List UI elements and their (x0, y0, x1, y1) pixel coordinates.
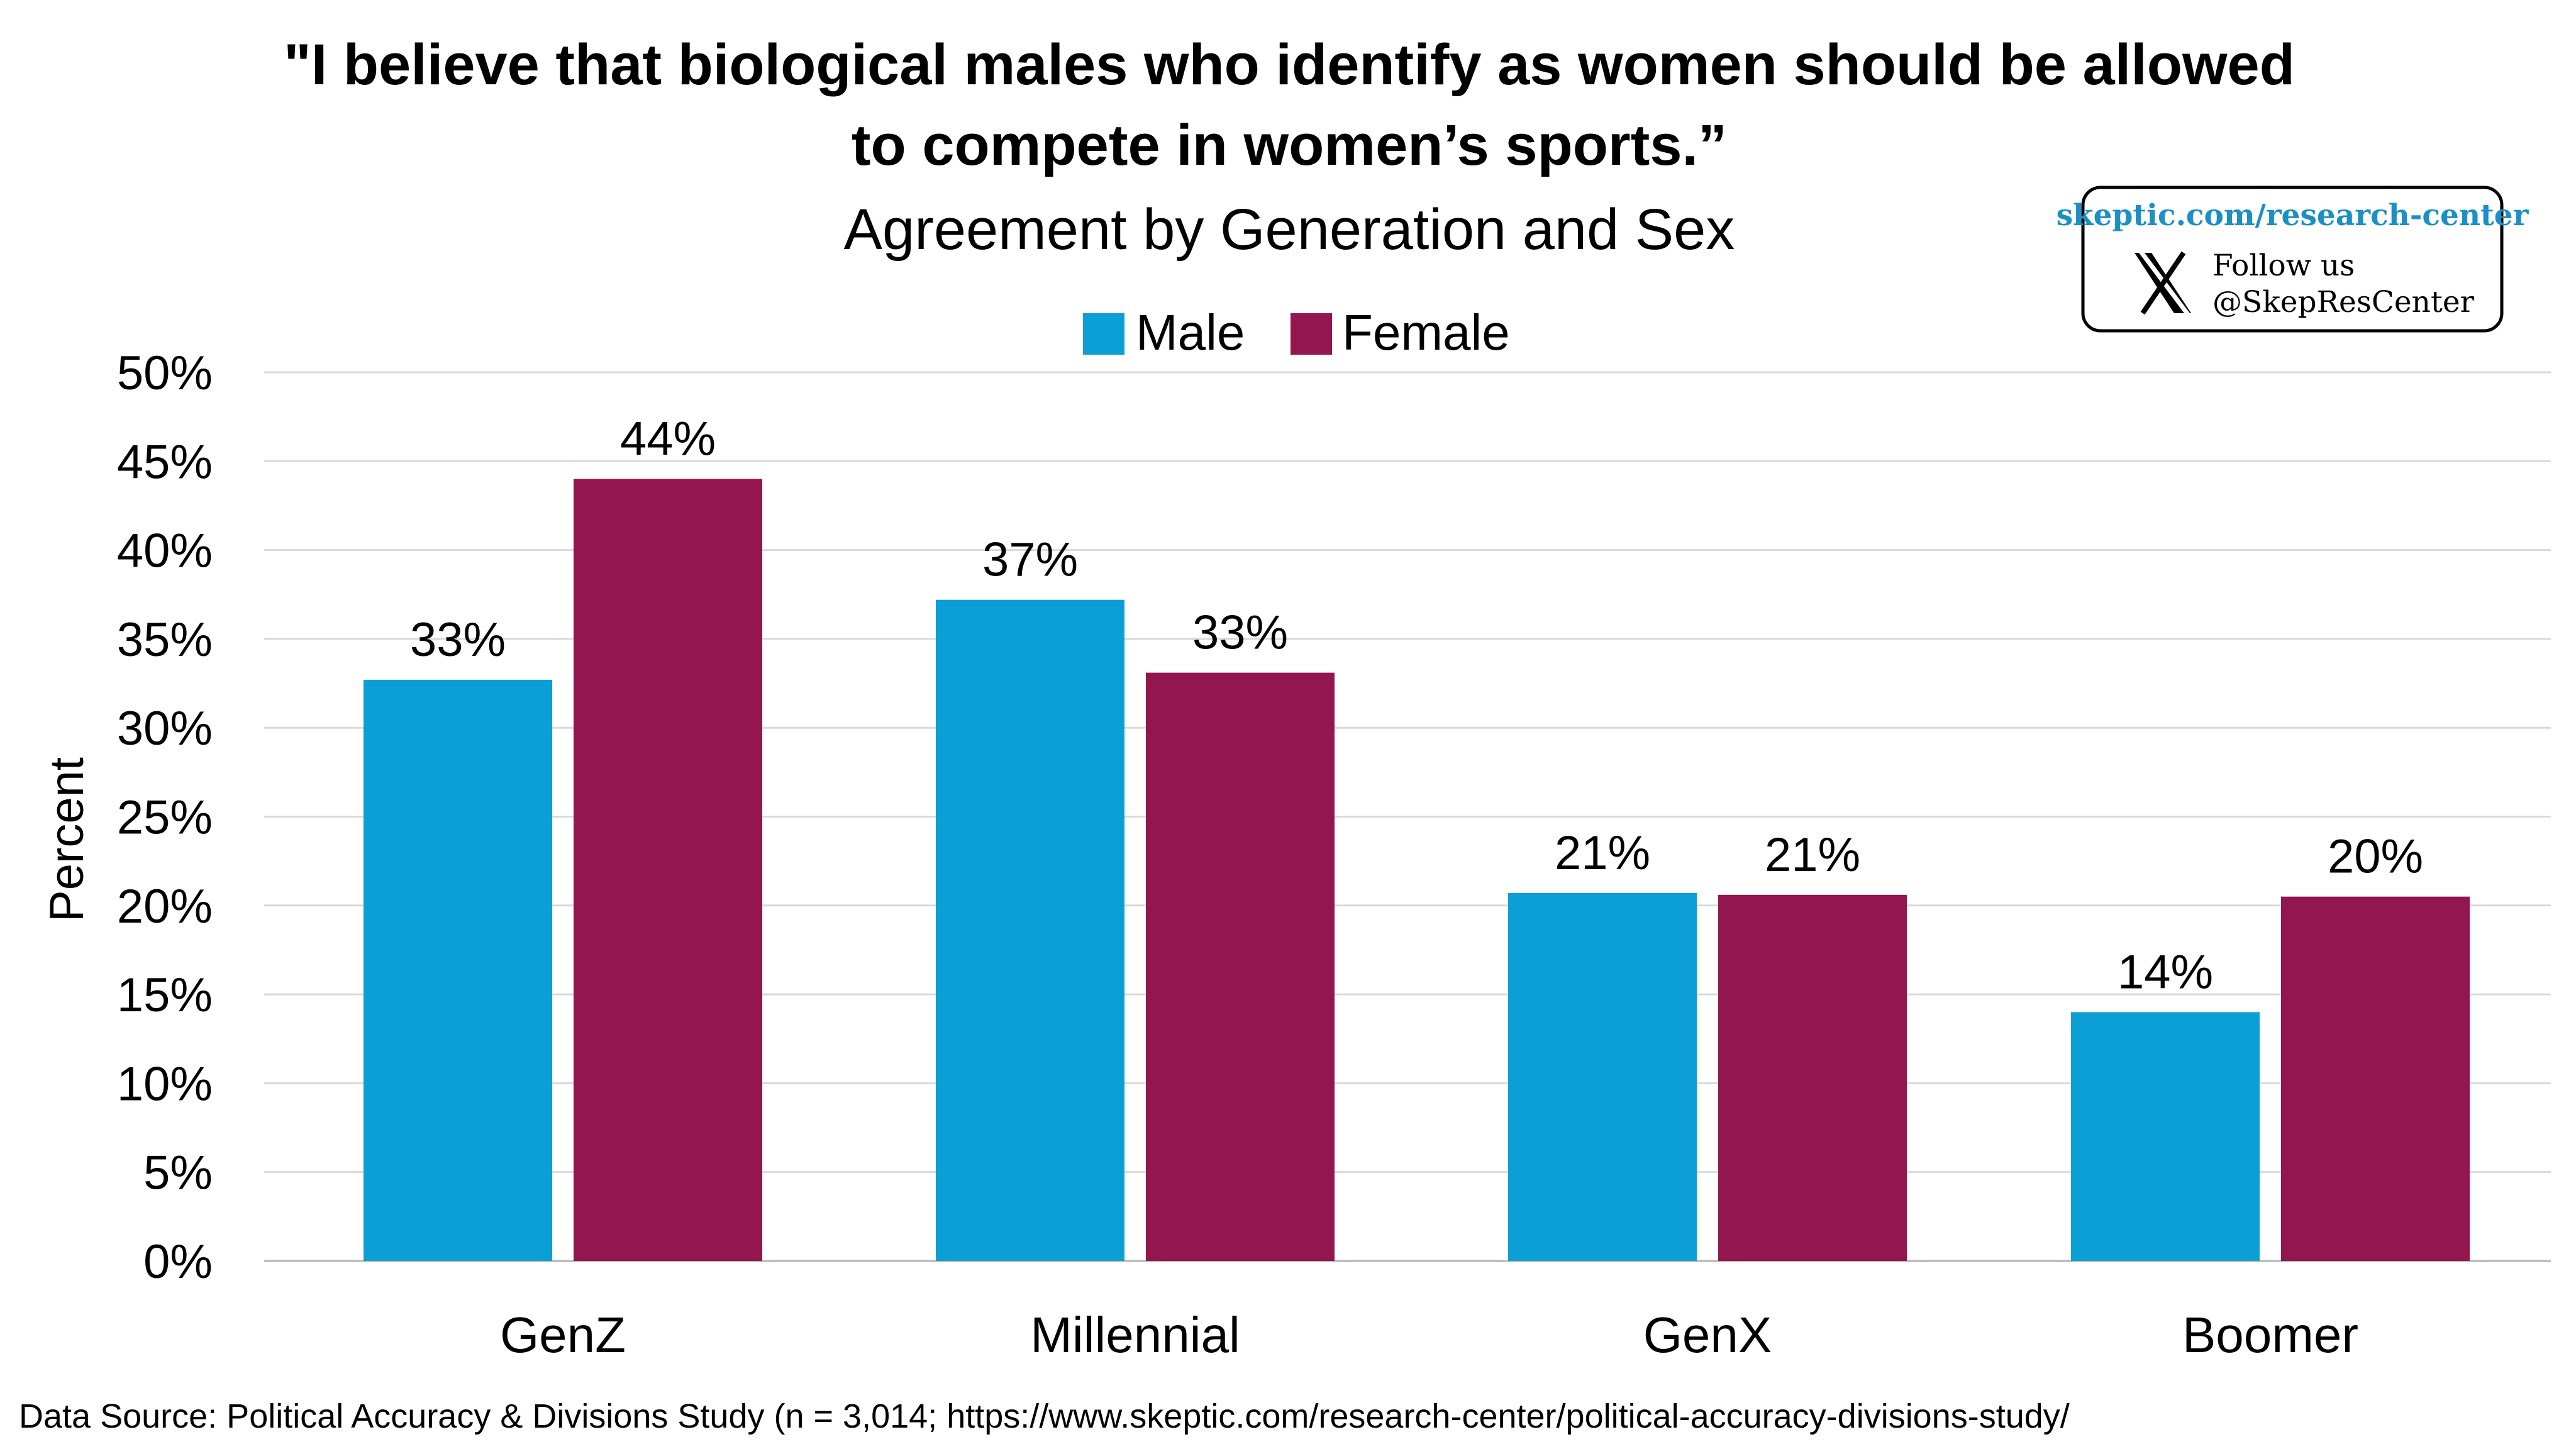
x-logo-icon (2135, 251, 2191, 315)
bar-genz-female (574, 479, 762, 1261)
y-axis-ticks: 0% 5% 10% 15% 20% 25% 30% 35% 40% 45% 50% (117, 347, 213, 1289)
bar-boomer-female (2281, 896, 2470, 1261)
chart-title-line-2: to compete in women’s sports.” (852, 113, 1727, 177)
y-tick-label: 15% (117, 969, 213, 1022)
y-tick-label: 30% (117, 702, 213, 755)
badge-follow-text: Follow us (2212, 248, 2355, 283)
badge-frame (2081, 186, 2504, 333)
data-label-genx-male: 21% (1555, 826, 1650, 880)
y-tick-label: 10% (117, 1057, 213, 1111)
x-axis-categories: GenZ Millennial GenX Boomer (500, 1307, 2358, 1363)
bar-boomer-male (2071, 1012, 2260, 1261)
y-tick-label: 20% (117, 880, 213, 933)
badge-handle[interactable]: @SkepResCenter (2212, 285, 2475, 319)
data-label-boomer-female: 20% (2328, 830, 2423, 884)
x-category-label-boomer: Boomer (2182, 1307, 2358, 1363)
bar-genx-female (1718, 894, 1907, 1261)
x-category-label-genx: GenX (1643, 1307, 1772, 1363)
y-tick-label: 25% (117, 791, 213, 845)
y-tick-label: 40% (117, 525, 213, 578)
bar-millennial-male (936, 599, 1124, 1261)
data-label-millennial-female: 33% (1192, 606, 1288, 660)
data-label-genx-female: 21% (1765, 828, 1860, 882)
data-label-millennial-male: 37% (982, 533, 1078, 587)
legend-label-male: Male (1136, 304, 1245, 360)
y-tick-label: 0% (143, 1235, 213, 1289)
chart-title-line-1: "I believe that biological males who ide… (284, 33, 2295, 97)
bar-genz-male (364, 679, 552, 1261)
y-tick-label: 35% (117, 613, 213, 667)
bars (364, 479, 2470, 1261)
chart-subtitle: Agreement by Generation and Sex (844, 197, 1735, 262)
y-axis-title: Percent (40, 757, 94, 922)
data-label-genz-female: 44% (620, 413, 716, 466)
legend-swatch-female (1291, 313, 1332, 355)
data-label-genz-male: 33% (410, 613, 506, 667)
data-labels: 33% 44% 37% 33% 21% 21% 14% 20% (410, 413, 2423, 999)
research-center-link[interactable]: skeptic.com/research-center (2057, 198, 2529, 233)
data-label-boomer-male: 14% (2118, 945, 2213, 999)
data-source-note: Data Source: Political Accuracy & Divisi… (19, 1397, 2070, 1435)
bar-millennial-female (1146, 672, 1335, 1261)
legend-label-female: Female (1342, 304, 1510, 360)
x-category-label-millennial: Millennial (1030, 1307, 1240, 1363)
y-tick-label: 5% (143, 1146, 213, 1200)
x-category-label-genz: GenZ (500, 1307, 626, 1363)
social-badge[interactable]: skeptic.com/research-center Follow us @S… (2057, 186, 2529, 333)
bar-genx-male (1508, 893, 1697, 1261)
legend-swatch-male (1083, 313, 1124, 355)
y-tick-label: 50% (117, 347, 213, 400)
y-tick-label: 45% (117, 435, 213, 489)
